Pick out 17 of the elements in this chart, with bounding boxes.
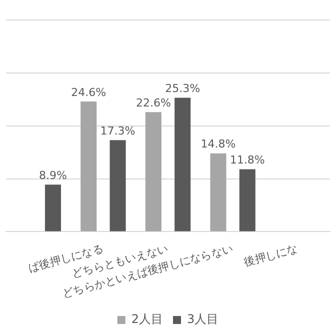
legend-label: 3人目 [187,312,219,326]
bar [44,184,61,232]
bar [174,98,191,232]
data-label: 17.3% [100,124,136,138]
data-label: 8.9% [39,168,67,182]
bar [80,102,97,232]
bar [145,112,162,232]
data-label: 11.8% [230,154,265,167]
data-label: 22.6% [136,96,171,110]
bar [210,153,226,232]
data-label: 24.6% [71,86,106,99]
x-tick-label: 後押しにな [242,242,300,269]
data-label: 25.3% [165,82,200,96]
bar [110,140,126,232]
bar [239,169,256,232]
data-label: 14.8% [200,138,236,151]
legend-label: 2人目 [131,312,164,326]
